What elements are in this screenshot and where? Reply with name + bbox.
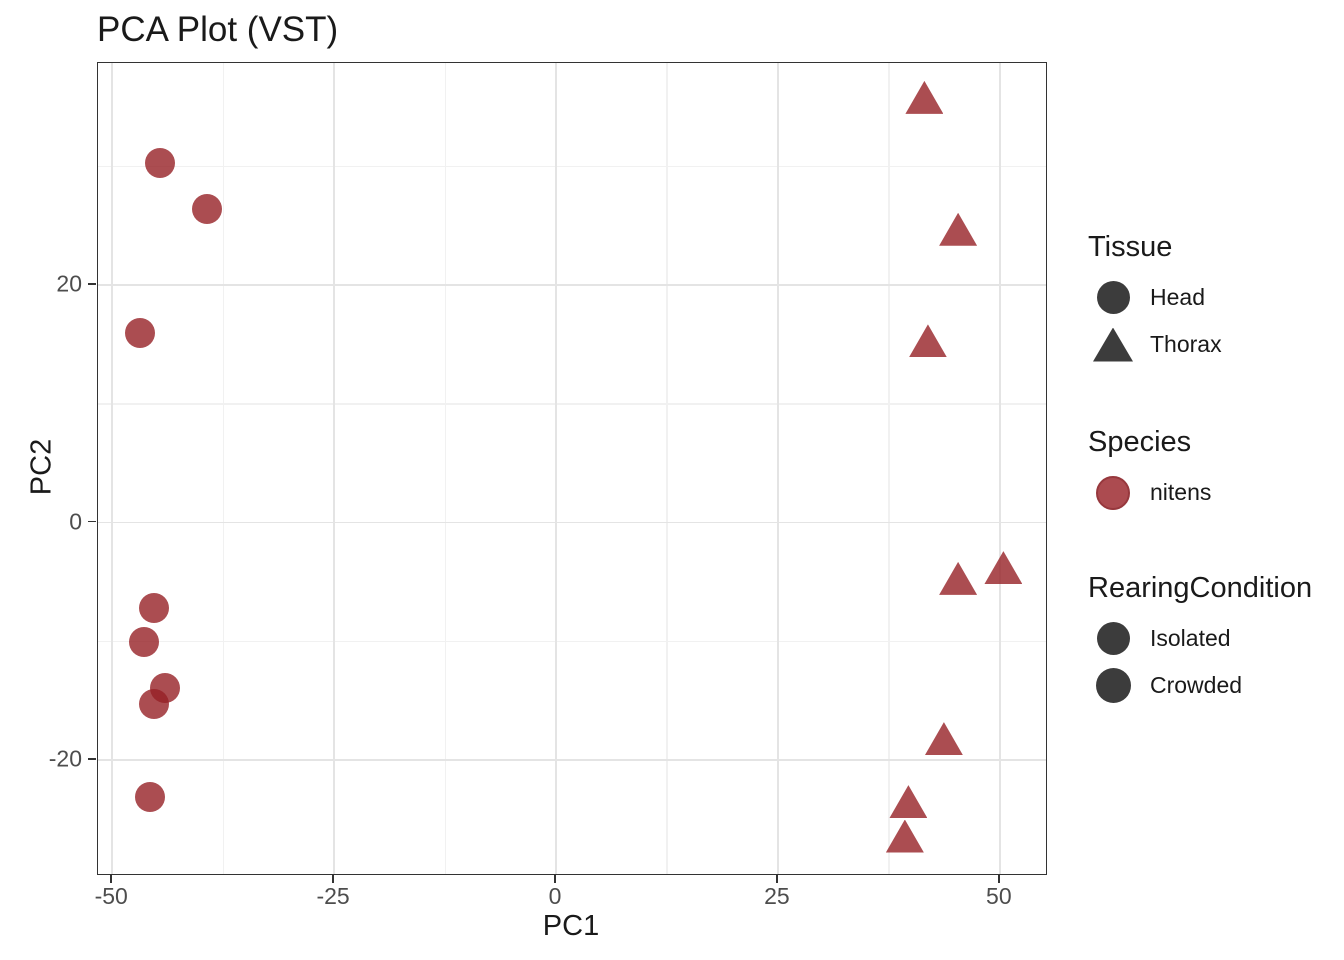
minor-gridline-x <box>444 63 447 874</box>
data-point-circle <box>138 689 169 720</box>
legend-item-isolated: Isolated <box>1088 615 1338 662</box>
thorax-key-triangle-icon <box>1093 327 1133 362</box>
major-gridline-x <box>111 63 113 874</box>
legend-item-crowded: Crowded <box>1088 662 1338 709</box>
minor-gridline-y <box>98 165 1046 168</box>
y-axis-tick <box>88 283 96 285</box>
data-point-triangle <box>885 819 924 853</box>
x-tick-label: 25 <box>764 883 790 909</box>
major-gridline-x <box>333 63 335 874</box>
x-tick-label: -25 <box>316 883 350 909</box>
legend-group-tissue: Tissue Head Thorax <box>1088 230 1338 368</box>
minor-gridline-y <box>98 403 1046 405</box>
legend-label-crowded: Crowded <box>1150 672 1243 698</box>
data-point-triangle <box>889 785 928 819</box>
legend-title-species: Species <box>1088 426 1192 458</box>
x-axis-title: PC1 <box>542 910 600 942</box>
y-axis-tick <box>88 520 96 523</box>
major-gridline-x <box>555 63 557 874</box>
data-point-circle <box>138 593 169 624</box>
major-gridline-y <box>98 284 1046 286</box>
data-point-circle <box>129 627 160 658</box>
major-gridline-y <box>98 521 1046 524</box>
minor-gridline-x <box>666 63 668 874</box>
legend-label-nitens: nitens <box>1150 479 1212 505</box>
legend-item-nitens: nitens <box>1088 469 1338 516</box>
data-point-circle <box>124 317 155 348</box>
legend-title-tissue: Tissue <box>1088 231 1173 263</box>
legend-item-thorax: Thorax <box>1088 321 1338 368</box>
major-gridline-x <box>777 63 779 874</box>
major-gridline-x <box>999 63 1001 874</box>
head-key-circle-icon <box>1096 281 1130 314</box>
legend-title-rearing-condition: RearingCondition <box>1088 572 1313 604</box>
data-point-triangle <box>939 212 978 246</box>
legend-group-species: Species nitens <box>1088 425 1338 516</box>
y-tick-label: 0 <box>69 508 82 535</box>
data-point-triangle <box>939 561 978 595</box>
legend-label-thorax: Thorax <box>1150 331 1222 357</box>
legend-group-rearing-condition: RearingCondition Isolated Crowded <box>1088 571 1338 709</box>
major-gridline-y <box>98 759 1046 761</box>
x-axis-tick <box>554 875 556 883</box>
data-point-triangle <box>924 722 963 756</box>
plot-title: PCA Plot (VST) <box>97 10 339 49</box>
minor-gridline-x <box>888 63 890 874</box>
x-axis-tick <box>332 875 334 883</box>
legend-item-head: Head <box>1088 274 1338 321</box>
minor-gridline-x <box>222 63 225 874</box>
data-point-triangle <box>984 551 1023 585</box>
x-tick-label: 50 <box>986 883 1012 909</box>
y-tick-label: -20 <box>48 745 82 772</box>
data-point-circle <box>192 194 223 225</box>
legend-label-isolated: Isolated <box>1150 625 1231 651</box>
y-axis-tick <box>88 758 96 760</box>
y-tick-label: 20 <box>56 270 82 297</box>
x-tick-label: -50 <box>94 883 128 909</box>
data-point-triangle <box>908 324 947 358</box>
x-axis-tick <box>110 875 112 883</box>
data-point-circle <box>145 147 176 178</box>
legend-label-head: Head <box>1150 284 1205 310</box>
nitens-key-circle-icon <box>1096 475 1130 510</box>
crowded-key-circle-icon <box>1095 668 1131 703</box>
y-axis-title: PC2 <box>25 438 58 496</box>
plot-panel <box>97 62 1047 875</box>
x-tick-label: 0 <box>548 883 562 909</box>
data-point-circle <box>135 781 166 812</box>
x-axis-tick <box>998 875 1000 883</box>
data-point-triangle <box>905 80 944 114</box>
x-axis-tick <box>776 875 778 883</box>
minor-gridline-y <box>98 640 1046 643</box>
isolated-key-circle-icon <box>1096 622 1130 655</box>
